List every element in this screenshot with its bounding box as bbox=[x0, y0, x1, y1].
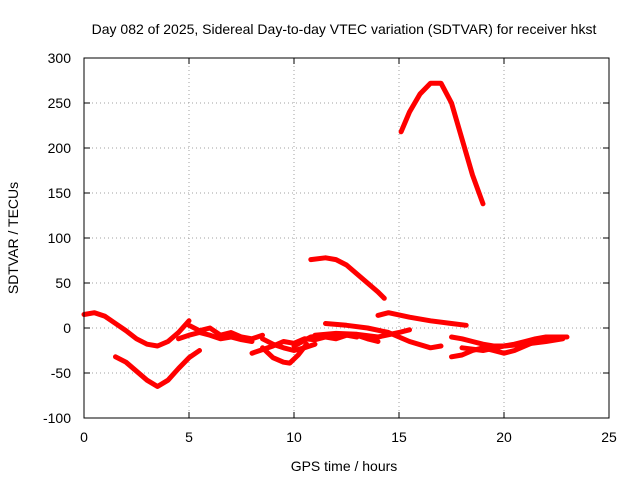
y-tick-label: -100 bbox=[43, 410, 71, 426]
series-line-track-16 bbox=[459, 336, 566, 353]
y-tick-label: 0 bbox=[63, 320, 71, 336]
x-tick-label: 0 bbox=[80, 429, 88, 445]
y-axis-label: SDTVAR / TECUs bbox=[5, 182, 21, 294]
data-series bbox=[81, 80, 570, 389]
grid-lines bbox=[84, 58, 609, 418]
series-line-track-11 bbox=[323, 321, 444, 351]
series-line-track-2 bbox=[113, 348, 202, 389]
y-tick-label: 50 bbox=[55, 275, 71, 291]
series-line-track-4 bbox=[186, 322, 265, 342]
series-line-track-9 bbox=[312, 327, 412, 340]
plot-frame bbox=[83, 57, 610, 419]
y-tick-label: 150 bbox=[48, 185, 72, 201]
series-line-track-12 bbox=[375, 310, 469, 328]
series-line-track-7 bbox=[260, 336, 318, 353]
series-line-track-13 bbox=[398, 80, 486, 207]
y-tick-label: 200 bbox=[48, 140, 72, 156]
x-tick-labels: 0 5 10 15 20 25 bbox=[80, 429, 617, 445]
x-tick-label: 10 bbox=[286, 429, 302, 445]
x-tick-label: 20 bbox=[496, 429, 512, 445]
x-tick-label: 5 bbox=[185, 429, 193, 445]
axis-ticks bbox=[83, 57, 610, 419]
series-line-track-3 bbox=[176, 330, 255, 344]
x-tick-label: 15 bbox=[391, 429, 407, 445]
y-tick-label: 300 bbox=[48, 50, 72, 66]
series-line-track-6 bbox=[260, 341, 310, 366]
y-tick-label: -50 bbox=[51, 365, 71, 381]
y-tick-labels: -100 -50 0 50 100 150 200 250 300 bbox=[43, 50, 71, 426]
x-axis-label: GPS time / hours bbox=[291, 458, 398, 474]
series-line-track-10 bbox=[308, 255, 387, 301]
series-line-track-1 bbox=[81, 310, 192, 349]
chart-title: Day 082 of 2025, Sidereal Day-to-day VTE… bbox=[92, 21, 597, 37]
y-tick-label: 100 bbox=[48, 230, 72, 246]
y-tick-label: 250 bbox=[48, 95, 72, 111]
x-tick-label: 25 bbox=[601, 429, 617, 445]
